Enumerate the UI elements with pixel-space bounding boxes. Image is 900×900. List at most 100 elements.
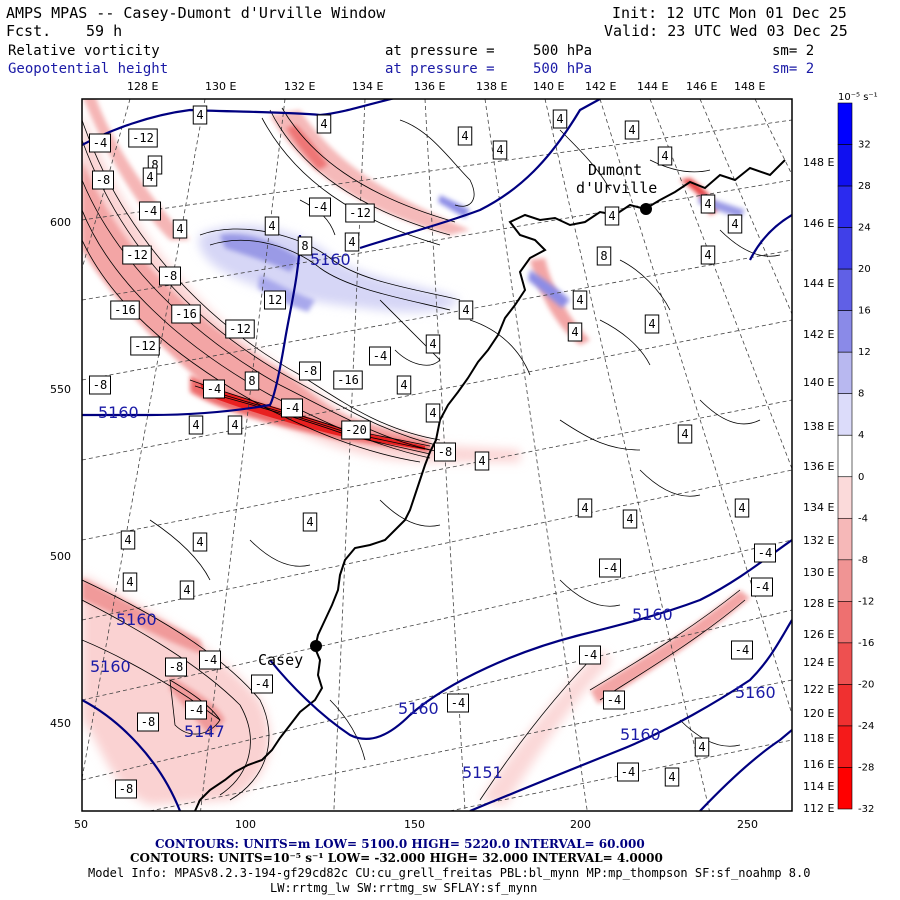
right-lon-label: 122 E [803,683,834,696]
x-tick-label: 50 [74,818,88,831]
field1-value: 500 hPa [533,43,593,59]
footer-contours-vorticity: CONTOURS: UNITS=10⁻⁵ s⁻¹ LOW= -32.000 HI… [130,851,663,865]
vorticity-label-text: 4 [126,575,133,589]
vorticity-label-text: 8 [600,249,607,263]
vorticity-label-text: -16 [337,373,359,387]
vorticity-label: -4 [579,645,601,665]
vorticity-label: 4 [192,105,208,125]
vorticity-label-text: 4 [648,317,655,331]
vorticity-label: 4 [227,415,243,435]
height-label: 5160 [98,403,139,422]
vorticity-label-text: 12 [268,293,282,307]
vorticity-label: -12 [128,128,158,148]
footer-model-info: Model Info: MPASv8.2.3-194-gf29cd82c CU:… [88,866,811,880]
vorticity-label-text: 8 [301,239,308,253]
colorbar-tick-label: -16 [858,638,874,649]
x-tick-label: 250 [737,818,758,831]
vorticity-label-text: 4 [571,325,578,339]
colorbar-tick-label: 12 [858,347,871,358]
vorticity-label-text: -8 [438,445,452,459]
vorticity-label: -20 [341,420,371,440]
colorbar-tick-label: -24 [858,721,874,732]
right-lon-label: 114 E [803,780,834,793]
vorticity-label-text: 4 [429,337,436,351]
vorticity-label-text: 4 [461,129,468,143]
height-label: 5160 [310,250,351,269]
vorticity-label-text: -4 [603,561,617,575]
vorticity-label-text: -8 [93,378,107,392]
footer-contours-vorticity-text: CONTOURS: UNITS=10⁻⁵ s⁻¹ LOW= -32.000 HI… [130,851,663,865]
vorticity-label-text: -4 [143,204,157,218]
station-dumont-durville: Dumont d'Urville [576,161,657,215]
vorticity-label-text: -8 [141,715,155,729]
vorticity-label: 4 [492,140,508,160]
vorticity-label: 4 [664,767,680,787]
vorticity-label-text: 4 [348,235,355,249]
vorticity-label: 4 [425,334,441,354]
vorticity-label-text: -8 [96,173,110,187]
vorticity-label: 4 [552,109,568,129]
vorticity-label: 4 [694,737,710,757]
height-label: 5160 [90,657,131,676]
vorticity-label-text: -4 [285,401,299,415]
vorticity-label: 4 [700,194,716,214]
vorticity-label-text: -4 [451,696,465,710]
vorticity-label: -8 [92,170,114,190]
vorticity-label: -8 [165,657,187,677]
vorticity-label: -4 [185,700,207,720]
vorticity-label-text: -12 [229,322,251,336]
vorticity-label-text: 4 [668,770,675,784]
height-label: 5151 [462,763,503,782]
vorticity-label: 8 [244,371,260,391]
colorbar-swatch [837,227,853,270]
vorticity-label: 4 [122,572,138,592]
colorbar-swatch [837,102,853,145]
field1-level: at pressure = [385,43,495,59]
y-tick-label: 600 [50,216,71,229]
vorticity-label-text: -4 [735,643,749,657]
colorbar-swatch [837,476,853,519]
colorbar-tick-label: 8 [858,389,864,400]
vorticity-label: -4 [599,558,621,578]
vorticity-label-text: -4 [203,653,217,667]
vorticity-label: 4 [302,512,318,532]
vorticity-contours [82,107,781,801]
vorticity-label-text: -8 [119,782,133,796]
field2-name: Geopotential height [8,61,169,77]
vorticity-label: -16 [171,304,201,324]
vorticity-label: 4 [142,167,158,187]
colorbar-swatch [837,393,853,436]
height-label: 5160 [398,699,439,718]
vorticity-label: 4 [604,206,620,226]
vorticity-label: 4 [120,530,136,550]
field2-level: at pressure = [385,61,495,77]
colorbar-swatch [837,185,853,228]
top-longitude-labels: 128 E 130 E 132 E 134 E 136 E 138 E 140 … [127,80,765,93]
right-lon-label: 118 E [803,732,834,745]
vorticity-label-text: 4 [738,501,745,515]
vorticity-label-text: 8 [151,158,158,172]
station-casey: Casey [258,640,322,669]
colorbar-tick-label: -4 [858,513,868,524]
vorticity-label: -12 [225,319,255,339]
vorticity-label: -8 [299,361,321,381]
top-lon-label: 148 E [734,80,765,93]
vorticity-label: 4 [264,216,280,236]
vorticity-label-text: 4 [576,293,583,307]
top-lon-label: 128 E [127,80,158,93]
vorticity-label-text: -20 [345,423,367,437]
vorticity-label-text: 4 [608,209,615,223]
colorbar-swatch [837,434,853,478]
vorticity-label: 4 [316,114,332,134]
vorticity-label: -4 [754,543,776,563]
field2-smoothing: sm= 2 [772,61,815,77]
right-longitude-labels: 148 E 146 E 144 E 142 E 140 E 138 E 136 E 134 E… [803,156,834,815]
top-lon-label: 142 E [585,80,616,93]
vorticity-label: -4 [369,346,391,366]
colorbar-swatch [837,268,853,311]
x-tick-label: 100 [235,818,256,831]
vorticity-label-text: 4 [626,512,633,526]
height-contours [82,99,792,811]
colorbar-tick-label: -12 [858,596,874,607]
vorticity-label: -8 [434,442,456,462]
